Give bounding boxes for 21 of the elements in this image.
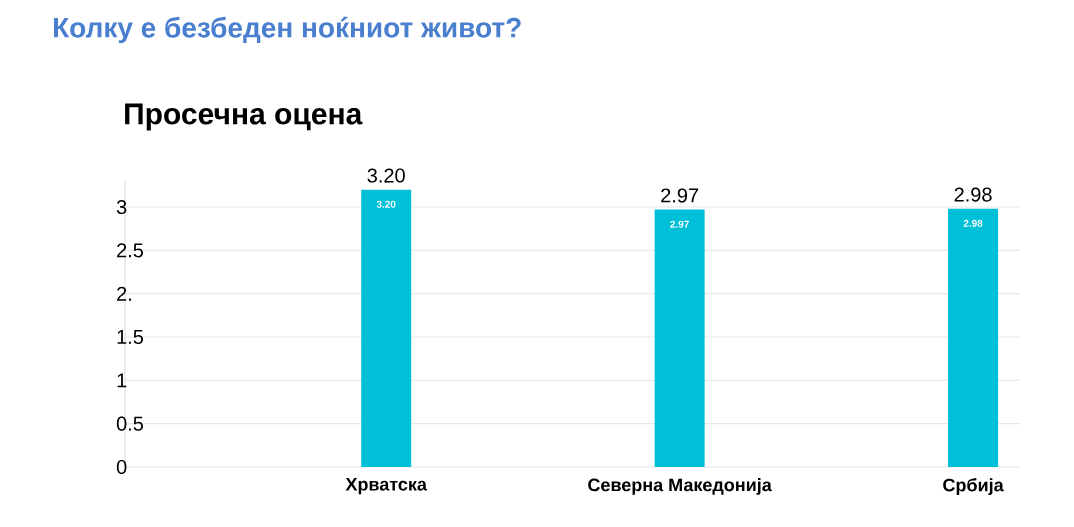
x-tick-label: Хрватска <box>345 478 428 495</box>
y-tick-label: 0 <box>116 459 127 475</box>
bar <box>948 208 999 467</box>
chart-subtitle: Просечна оцена <box>125 103 363 131</box>
y-tick-label: 2. <box>117 286 131 301</box>
y-tick-label: 1 <box>117 373 127 388</box>
x-tick-label: Србија <box>943 478 1004 495</box>
chart-title: Колку е безбеден ноќниот живот? <box>53 16 521 44</box>
bar <box>654 209 705 467</box>
y-tick-label: 3 <box>116 199 127 215</box>
x-tick-label: Северна Македонија <box>588 478 772 495</box>
data-label: 3.20 <box>376 200 396 208</box>
y-tick-label: 1.5 <box>117 330 144 344</box>
text: 2.98 <box>954 187 992 202</box>
y-tick-label: 0.5 <box>116 416 144 431</box>
data-label: 2.98 <box>963 219 983 227</box>
y-tick-label: 2.5 <box>117 243 144 258</box>
text: 2.97 <box>661 188 699 203</box>
bar <box>361 189 412 467</box>
text: 3.20 <box>367 168 405 183</box>
data-label: 2.97 <box>670 220 689 228</box>
